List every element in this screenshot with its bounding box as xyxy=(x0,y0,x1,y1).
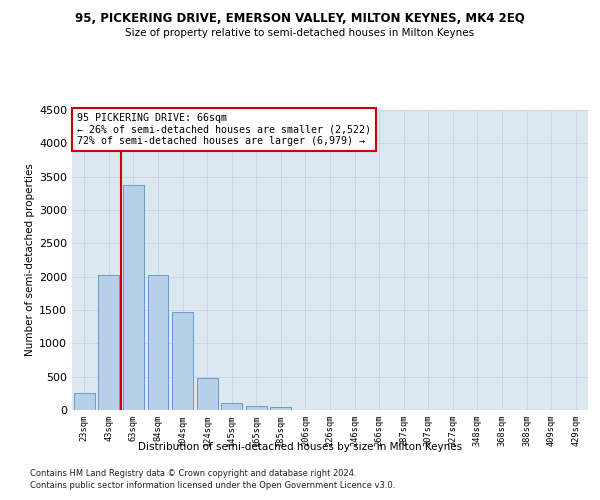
Bar xyxy=(172,312,193,410)
Text: Distribution of semi-detached houses by size in Milton Keynes: Distribution of semi-detached houses by … xyxy=(138,442,462,452)
Text: Size of property relative to semi-detached houses in Milton Keynes: Size of property relative to semi-detach… xyxy=(125,28,475,38)
Text: Contains HM Land Registry data © Crown copyright and database right 2024.: Contains HM Land Registry data © Crown c… xyxy=(30,468,356,477)
Bar xyxy=(246,406,267,410)
Y-axis label: Number of semi-detached properties: Number of semi-detached properties xyxy=(25,164,35,356)
Bar xyxy=(98,276,119,410)
Text: 95, PICKERING DRIVE, EMERSON VALLEY, MILTON KEYNES, MK4 2EQ: 95, PICKERING DRIVE, EMERSON VALLEY, MIL… xyxy=(75,12,525,26)
Bar xyxy=(123,186,144,410)
Bar xyxy=(197,378,218,410)
Text: 95 PICKERING DRIVE: 66sqm
← 26% of semi-detached houses are smaller (2,522)
72% : 95 PICKERING DRIVE: 66sqm ← 26% of semi-… xyxy=(77,113,371,146)
Bar xyxy=(74,394,95,410)
Bar xyxy=(148,276,169,410)
Bar xyxy=(221,404,242,410)
Text: Contains public sector information licensed under the Open Government Licence v3: Contains public sector information licen… xyxy=(30,481,395,490)
Bar xyxy=(271,406,292,410)
